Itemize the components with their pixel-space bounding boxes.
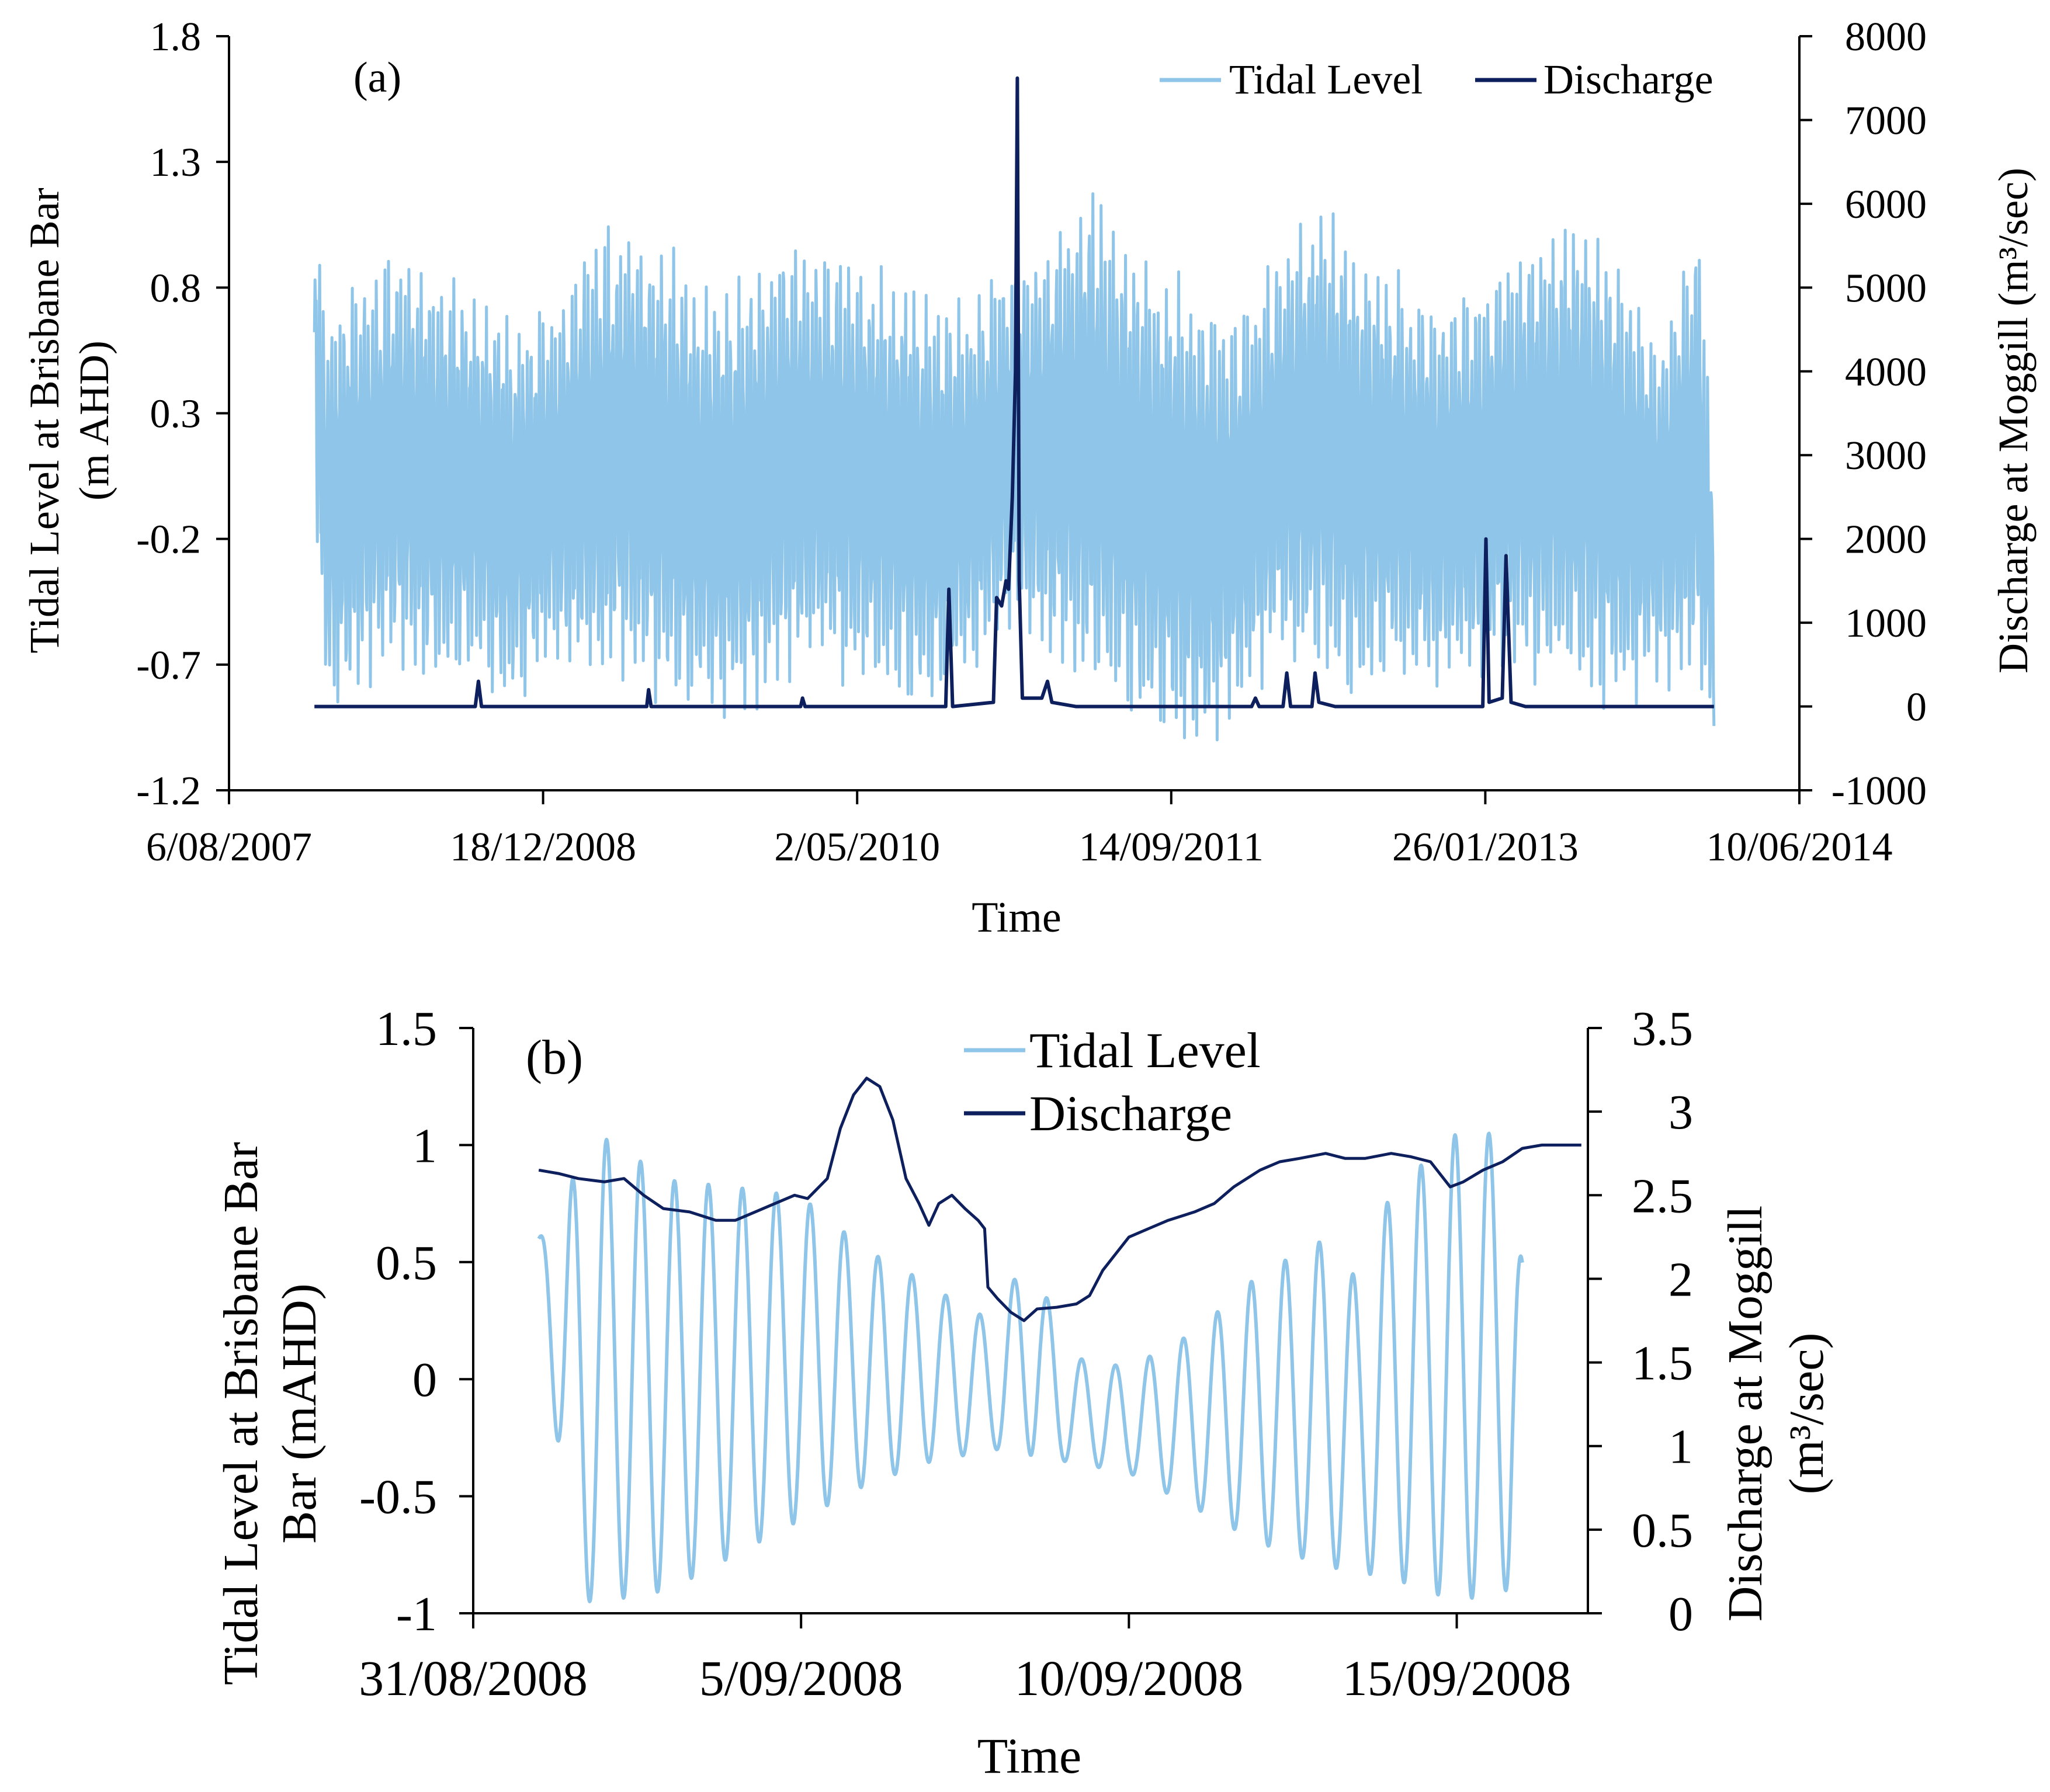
panel-a-x-tick-label: 18/12/2008: [450, 825, 636, 870]
panel-a-x-tick-label: 2/05/2010: [774, 825, 940, 870]
panel-b-x-tick-label: 5/09/2008: [699, 1650, 903, 1706]
panel-b-right-tick-label: 1.5: [1632, 1336, 1693, 1391]
panel-b-y-left-title-line2: Bar (mAHD): [272, 1283, 327, 1544]
panel-b-left-tick-label: 0.5: [376, 1236, 437, 1290]
panel-b-legend-discharge-label: Discharge: [1029, 1085, 1232, 1141]
panel-b-right-tick-label: 3: [1669, 1085, 1693, 1140]
panel-a-left-tick-label: -0.7: [136, 643, 201, 688]
panel-b-tick-labels: 1.5 1 0.5 0 -0.5 -1 3.5 3 2.5 2 1.5 1 0.5 0 31/08/2008…: [359, 1002, 1693, 1706]
panel-a-right-tick-label: 7000: [1845, 98, 1927, 143]
panel-b-left-tick-label: 1.5: [376, 1002, 437, 1056]
panel-a-label: (a): [353, 54, 401, 102]
panel-b-discharge-line: [538, 1076, 1581, 1322]
panel-b-y-left-title-line1: Tidal Level at Brisbane Bar: [214, 1142, 268, 1685]
panel-b-right-tick-label: 1: [1669, 1420, 1693, 1474]
panel-a-tick-labels: 1.8 1.3 0.8 0.3 -0.2 -0.7 -1.2 8000 7000 6000 5000…: [136, 15, 1927, 870]
panel-b-left-tick-label: -1: [396, 1587, 437, 1641]
panel-a-discharge-line: [314, 76, 1714, 709]
panel-a-x-tick-label: 14/09/2011: [1079, 825, 1264, 870]
panel-b-plot-area: [537, 1076, 1581, 1603]
panel-a-y-right-title: Discharge at Moggill (m³/sec): [1990, 168, 2037, 673]
panel-a-left-tick-label: -0.2: [136, 518, 201, 562]
chart-panel-a: 1.8 1.3 0.8 0.3 -0.2 -0.7 -1.2 8000 7000 6000 5000…: [21, 15, 2037, 942]
panel-a-x-tick-label: 10/06/2014: [1706, 825, 1893, 870]
panel-b-x-tick-label: 31/08/2008: [359, 1650, 588, 1706]
panel-a-left-tick-label: -1.2: [136, 769, 201, 814]
panel-a-right-tick-label: 8000: [1845, 15, 1927, 60]
panel-b-legend-tidal-label: Tidal Level: [1029, 1022, 1261, 1078]
panel-b-right-tick-label: 0.5: [1632, 1503, 1693, 1558]
panel-b-tidal-level-line: [537, 1131, 1524, 1603]
panel-a-right-tick-label: 1000: [1845, 601, 1927, 646]
panel-b-right-tick-label: 2.5: [1632, 1169, 1693, 1223]
chart-panel-b: 1.5 1 0.5 0 -0.5 -1 3.5 3 2.5 2 1.5 1 0.5 0 31/08/2008…: [214, 1002, 1834, 1784]
panel-a-left-tick-label: 1.8: [150, 15, 202, 60]
panel-a-right-tick-label: 3000: [1845, 433, 1927, 478]
panel-a-tidal-level-line: [313, 192, 1716, 742]
panel-a-left-tick-label: 1.3: [150, 140, 202, 185]
panel-a-y-left-title-line2: (m AHD): [71, 341, 117, 501]
panel-a-right-tick-label: 0: [1906, 685, 1927, 730]
panel-a-legend: Tidal Level Discharge: [1160, 56, 1713, 103]
panel-a-legend-discharge-label: Discharge: [1543, 56, 1713, 103]
panel-b-left-tick-label: 1: [412, 1119, 437, 1173]
panel-a-legend-tidal-label: Tidal Level: [1229, 56, 1423, 103]
panel-a-left-tick-label: 0.3: [150, 392, 202, 437]
panel-b-right-tick-label: 0: [1669, 1587, 1693, 1641]
panel-a-right-tick-label: 5000: [1845, 266, 1927, 311]
panel-a-plot-area: [313, 76, 1716, 742]
panel-b-x-tick-label: 15/09/2008: [1343, 1650, 1572, 1706]
panel-a-right-tick-label: 2000: [1845, 518, 1927, 562]
panel-a-x-axis-title: Time: [972, 894, 1062, 942]
panel-a-left-tick-label: 0.8: [150, 266, 202, 311]
panel-b-left-tick-label: -0.5: [359, 1470, 437, 1524]
panel-b-label: (b): [526, 1030, 583, 1085]
panel-b-right-tick-label: 3.5: [1632, 1002, 1693, 1056]
panel-b-axes: [459, 1027, 1602, 1628]
panel-a-right-tick-label: 4000: [1845, 350, 1927, 395]
panel-b-x-tick-label: 10/09/2008: [1014, 1650, 1243, 1706]
panel-b-left-tick-label: 0: [412, 1353, 437, 1407]
panel-b-y-right-title-line2: (m³/sec): [1780, 1332, 1834, 1494]
panel-b-legend: Tidal Level Discharge: [964, 1022, 1261, 1141]
panel-b-x-axis-title: Time: [977, 1728, 1081, 1784]
panel-b-right-tick-label: 2: [1669, 1252, 1693, 1307]
panel-a-right-tick-label: 6000: [1845, 182, 1927, 227]
panel-a-y-left-title-line1: Tidal Level at Brisbane Bar: [21, 187, 68, 653]
panel-a-x-tick-label: 26/01/2013: [1392, 825, 1579, 870]
panel-b-y-right-title-line1: Discharge at Moggill: [1718, 1206, 1772, 1621]
panel-a-right-tick-label: -1000: [1832, 769, 1927, 814]
panel-a-axes: [216, 35, 1812, 804]
panel-a-x-tick-label: 6/08/2007: [146, 825, 312, 870]
